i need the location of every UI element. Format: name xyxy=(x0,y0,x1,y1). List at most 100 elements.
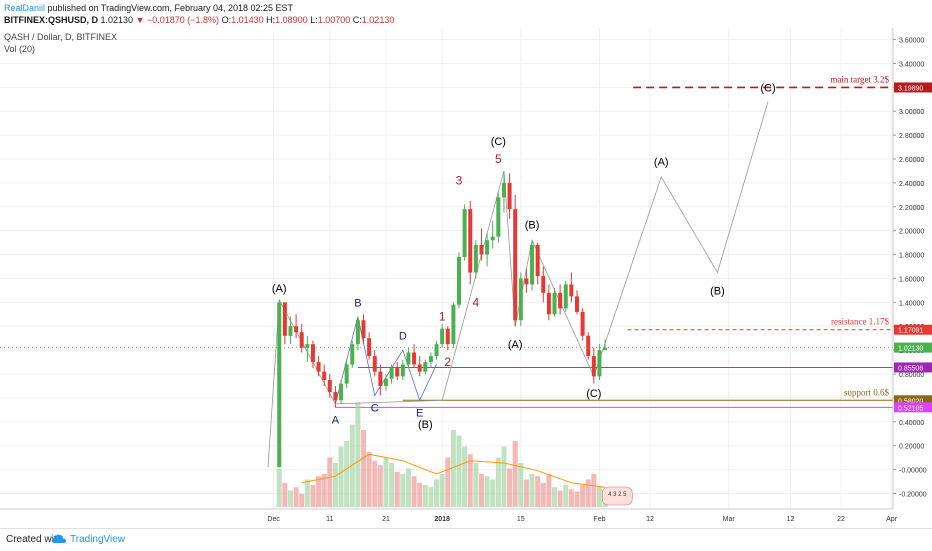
wave-label: (C) xyxy=(586,388,601,400)
created-with: Created with xyxy=(6,534,63,545)
x-tick-label: Apr xyxy=(886,516,898,523)
candle-body xyxy=(603,347,608,351)
volume-bar xyxy=(495,457,501,507)
high-label: H: xyxy=(266,15,276,25)
candle-body xyxy=(591,356,596,377)
triangle-path xyxy=(335,316,437,404)
candle-body xyxy=(389,368,394,379)
x-tick-label: Feb xyxy=(593,516,605,523)
price-label-box xyxy=(894,324,932,335)
candle-body xyxy=(479,245,484,255)
wave-label: D xyxy=(399,331,407,343)
candle-body xyxy=(417,364,422,372)
x-tick-label: Mar xyxy=(723,516,736,523)
price-chart[interactable]: main target 3.2$ resistance 1.17$ support … xyxy=(0,28,932,528)
candle-body xyxy=(344,364,349,384)
volume-bar xyxy=(478,474,484,507)
ticker: BITFINEX:QSHUSD, D xyxy=(4,15,99,25)
candle-body xyxy=(333,391,338,401)
candle-body xyxy=(457,256,462,305)
candle-body xyxy=(316,362,321,372)
candle-body xyxy=(322,371,327,380)
author-link[interactable]: RealDaniil xyxy=(4,3,46,13)
y-tick-label: 0.80000 xyxy=(899,372,924,379)
tradingview-brand[interactable]: TradingView xyxy=(70,534,126,545)
volume-bar xyxy=(546,474,552,507)
y-tick-label: 2.80000 xyxy=(899,133,924,140)
volume-ma xyxy=(301,453,606,488)
price-label-box xyxy=(894,402,932,413)
price-label-box xyxy=(894,362,932,373)
y-tick-label: 2.20000 xyxy=(899,205,924,212)
candle-body xyxy=(372,356,377,372)
y-tick-label: 1.60000 xyxy=(899,276,924,283)
price-label: 0.58020 xyxy=(898,398,923,405)
volume-bar xyxy=(552,487,558,507)
volume-bar xyxy=(361,430,367,507)
volume-bar xyxy=(445,457,451,507)
wave-label: B xyxy=(354,297,361,309)
volume-bar xyxy=(563,485,569,507)
level-label: main target 3.2$ xyxy=(830,74,889,84)
volume-bar xyxy=(434,479,440,507)
candle-body xyxy=(541,276,546,293)
wave-label: 4 xyxy=(473,295,480,309)
candle-body xyxy=(580,311,585,336)
volume-bar xyxy=(518,463,524,507)
volume-bar xyxy=(529,474,535,507)
level-label: support 0.6$ xyxy=(844,387,890,397)
y-tick-label: 2.40000 xyxy=(899,181,924,188)
price-label-box xyxy=(894,395,932,406)
chart-area[interactable]: main target 3.2$ resistance 1.17$ support … xyxy=(0,28,932,528)
y-tick-label: 0.20000 xyxy=(899,444,924,451)
volume-bar xyxy=(501,446,507,507)
price-label: 3.19890 xyxy=(898,85,923,92)
volume-bar xyxy=(574,491,580,507)
candle-body xyxy=(501,182,506,198)
candle-body xyxy=(462,209,467,257)
price-label: 1.02130 xyxy=(898,346,923,353)
x-tick-label: 11 xyxy=(326,516,333,523)
price-axis: 3.600003.400003.200003.000002.800002.600… xyxy=(892,28,932,509)
y-tick-label: 3.60000 xyxy=(899,38,924,45)
candle-body xyxy=(524,278,529,285)
volume-bar xyxy=(332,463,338,507)
candle-body xyxy=(574,296,579,312)
candle-body xyxy=(485,240,490,255)
candle-body xyxy=(327,379,332,392)
volume-bar xyxy=(293,487,299,507)
time-axis: Dec 11 21 2018 15 Feb 12 Mar 12 22 Apr xyxy=(0,508,898,523)
volume-bar xyxy=(310,485,316,507)
candle-body xyxy=(282,302,287,336)
levels: main target 3.2$ resistance 1.17$ support … xyxy=(0,74,893,408)
volume-bar xyxy=(523,479,529,507)
candle-body xyxy=(412,352,417,365)
candle-body xyxy=(496,197,501,237)
candle-body xyxy=(440,328,445,345)
ohlc-line: BITFINEX:QSHUSD, D 1.02130 ▼ −0.01870 (−… xyxy=(4,15,394,25)
volume-bar xyxy=(299,493,305,507)
last-price: 1.02130 xyxy=(100,15,134,25)
y-tick-label: 2.00000 xyxy=(899,229,924,236)
volume-bar xyxy=(557,490,563,507)
y-tick-label: 2.60000 xyxy=(899,157,924,164)
price-label: 1.17091 xyxy=(898,328,923,335)
candle-body xyxy=(361,320,366,339)
candle-body xyxy=(339,383,344,401)
volume-bar xyxy=(462,446,468,507)
footer: Created with TradingView xyxy=(0,528,932,551)
x-tick-label: Dec xyxy=(267,516,280,523)
y-tick-label: 1.80000 xyxy=(899,253,924,260)
volume-bar xyxy=(428,487,434,507)
candle-body xyxy=(490,236,495,241)
y-tick-label: -0.00000 xyxy=(899,468,927,475)
volume-ma-line xyxy=(301,453,606,488)
tradingview-cloud-icon xyxy=(52,534,66,543)
candle-body xyxy=(586,335,591,357)
x-tick-label: 12 xyxy=(787,516,795,523)
candle-body xyxy=(530,245,535,285)
candle-body xyxy=(400,364,405,377)
candle-body xyxy=(383,378,388,386)
volume-bar xyxy=(338,446,344,507)
wave-label: (B) xyxy=(418,419,433,431)
